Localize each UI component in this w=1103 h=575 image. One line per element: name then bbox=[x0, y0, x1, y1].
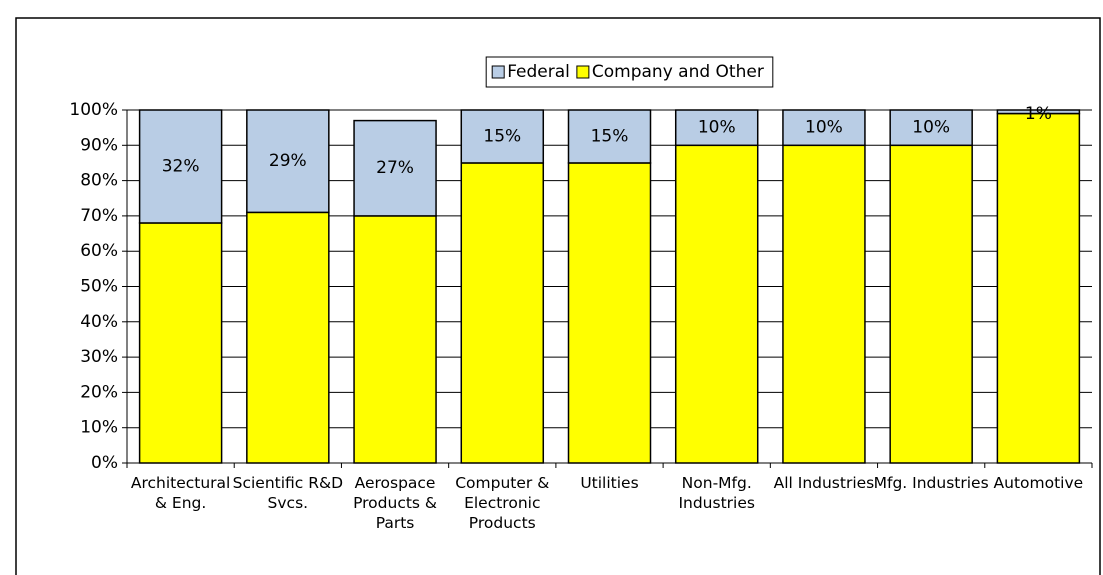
bar-segment bbox=[138, 222, 223, 464]
y-tick-label: 90% bbox=[80, 135, 118, 155]
y-tick-label: 20% bbox=[80, 382, 118, 402]
data-label: 29% bbox=[269, 151, 307, 171]
chart-border bbox=[15, 17, 1101, 575]
y-tick-label: 100% bbox=[69, 100, 118, 120]
legend-label: Federal bbox=[507, 62, 570, 82]
bar-segment bbox=[782, 109, 866, 147]
bar-segment bbox=[460, 162, 545, 464]
data-label: 1% bbox=[1025, 104, 1052, 124]
data-label: 10% bbox=[805, 118, 843, 138]
x-tick-label-box: Non-Mfg. Industries bbox=[678, 474, 755, 512]
x-tick-label: Non-Mfg. Industries bbox=[678, 474, 755, 512]
x-tick-label: Mfg. Industries bbox=[873, 474, 989, 492]
data-label: 32% bbox=[162, 156, 200, 176]
bar-segment bbox=[889, 109, 973, 147]
bar-segment bbox=[674, 144, 759, 464]
x-tick-label-box: Aerospace Products & Parts bbox=[353, 474, 438, 532]
x-tick-label-box: Computer & Electronic Products bbox=[455, 474, 550, 532]
x-tick-label: All Industries bbox=[773, 474, 875, 492]
x-tick-label: Architectural & Eng. bbox=[130, 474, 231, 512]
x-tick-label-box: All Industries bbox=[773, 474, 875, 492]
bar-segment bbox=[353, 119, 437, 217]
x-tick-label: Aerospace Products & Parts bbox=[353, 474, 438, 532]
legend-swatch bbox=[491, 65, 505, 79]
y-tick-label: 60% bbox=[80, 241, 118, 261]
bar-segment bbox=[567, 162, 652, 464]
data-label: 27% bbox=[376, 158, 414, 178]
x-tick-label-box: Mfg. Industries bbox=[873, 474, 989, 492]
bar-segment bbox=[460, 109, 545, 164]
bar-segment bbox=[889, 144, 973, 464]
data-label: 15% bbox=[483, 126, 521, 146]
data-label: 10% bbox=[698, 118, 736, 138]
bar-segment bbox=[138, 109, 223, 224]
bar-segment bbox=[353, 215, 437, 464]
y-tick-label: 0% bbox=[91, 453, 118, 473]
y-tick-label: 30% bbox=[80, 347, 118, 367]
bar-segment bbox=[246, 109, 330, 214]
legend-swatch bbox=[576, 65, 590, 79]
data-label: 15% bbox=[591, 126, 629, 146]
x-tick-label: Scientific R&D Svcs. bbox=[232, 474, 344, 512]
bar-segment bbox=[567, 109, 652, 164]
bar-segment bbox=[782, 144, 866, 464]
y-tick-label: 40% bbox=[80, 312, 118, 332]
y-tick-label: 50% bbox=[80, 277, 118, 297]
x-tick-label: Utilities bbox=[580, 474, 639, 492]
legend-label: Company and Other bbox=[592, 62, 764, 82]
y-tick-label: 80% bbox=[80, 171, 118, 191]
x-tick-label-box: Architectural & Eng. bbox=[130, 474, 231, 512]
x-tick-label-box: Utilities bbox=[580, 474, 639, 492]
bar-segment bbox=[246, 211, 330, 464]
y-tick-label: 70% bbox=[80, 206, 118, 226]
x-tick-label-box: Scientific R&D Svcs. bbox=[232, 474, 344, 512]
x-tick-label-box: Automotive bbox=[993, 474, 1084, 492]
bar-segment bbox=[674, 109, 759, 147]
x-tick-label: Automotive bbox=[993, 474, 1084, 492]
bar-segment bbox=[996, 112, 1081, 464]
legend-box bbox=[485, 56, 774, 88]
data-label: 10% bbox=[912, 118, 950, 138]
y-tick-label: 10% bbox=[80, 418, 118, 438]
x-tick-label: Computer & Electronic Products bbox=[455, 474, 550, 532]
bar-segment bbox=[996, 109, 1081, 115]
